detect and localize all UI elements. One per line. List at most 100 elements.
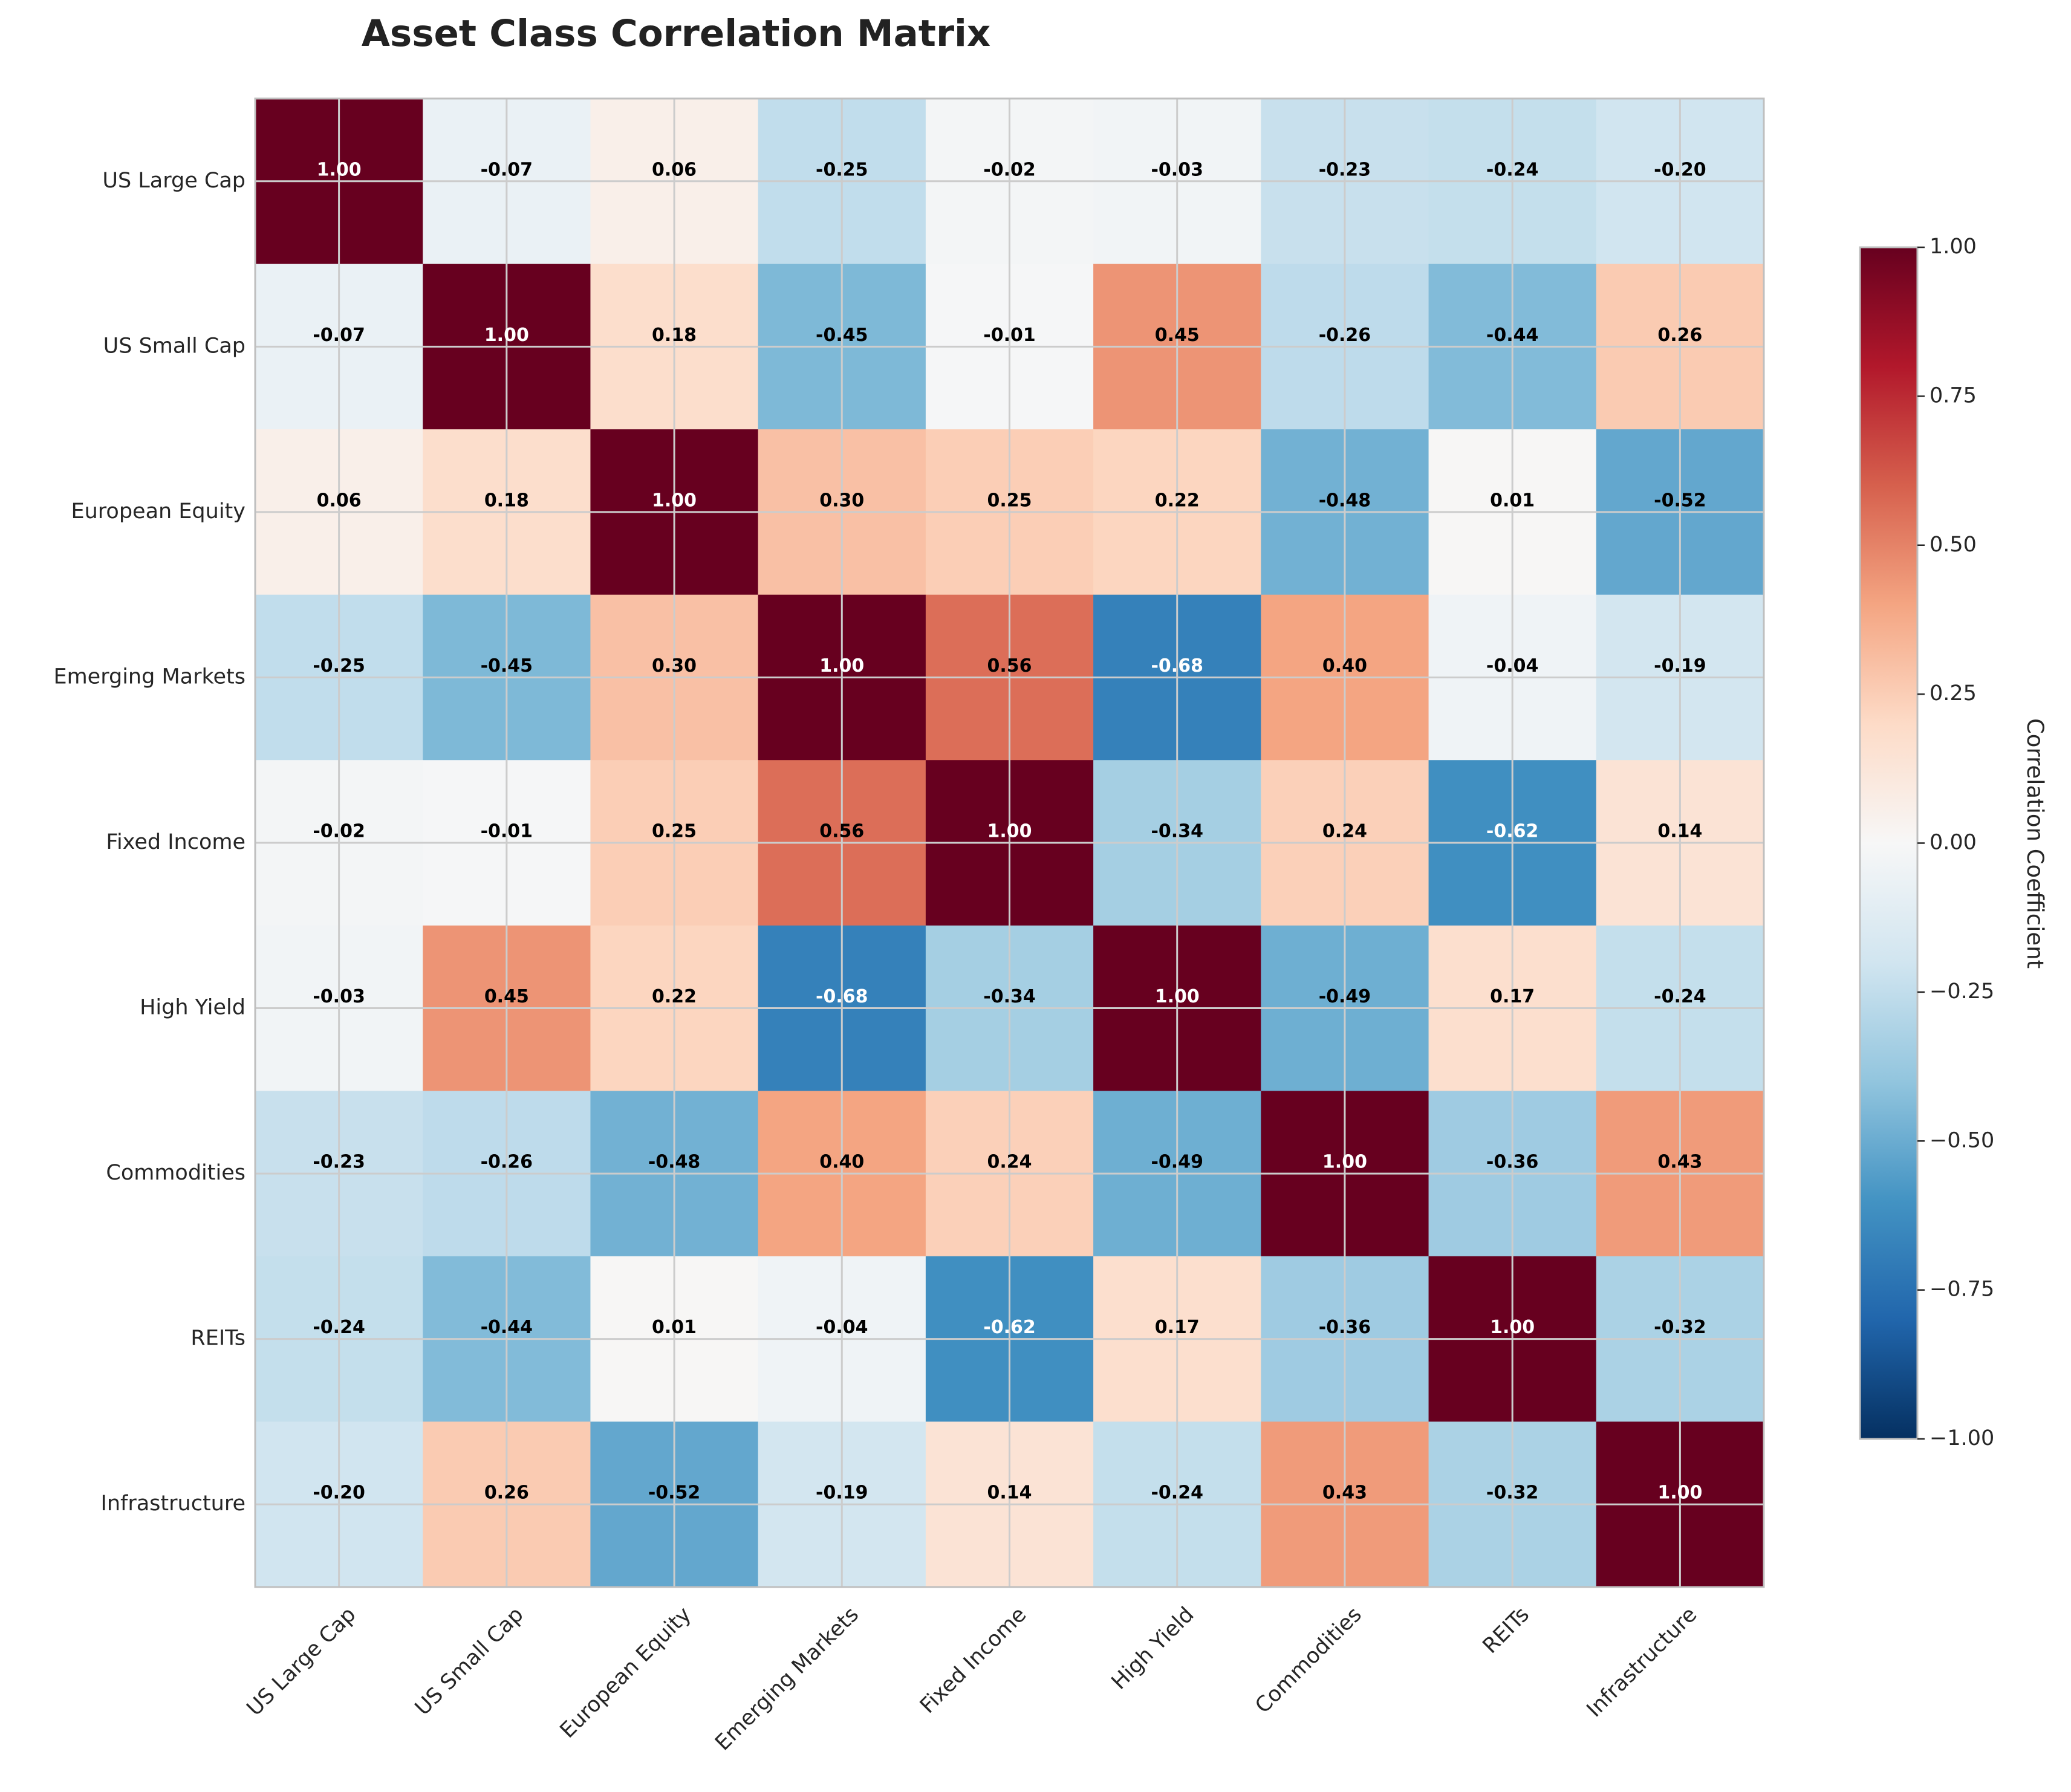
x-tick-reits: REITs xyxy=(1478,1603,1534,1658)
cell-value-high-yield-fixed-income: -0.34 xyxy=(983,986,1035,1007)
cell-value-high-yield-infrastructure: -0.24 xyxy=(1654,986,1706,1007)
cell-value-fixed-income-infrastructure: 0.14 xyxy=(1657,821,1702,842)
cell-value-us-large-cap-fixed-income: -0.02 xyxy=(983,159,1035,180)
cell-value-reits-us-large-cap: -0.24 xyxy=(313,1317,365,1338)
cell-value-reits-high-yield: 0.17 xyxy=(1155,1317,1200,1338)
cell-value-commodities-high-yield: -0.49 xyxy=(1151,1152,1203,1173)
cell-value-european-equity-us-large-cap: 0.06 xyxy=(317,490,362,511)
cell-value-commodities-commodities: 1.00 xyxy=(1322,1152,1367,1173)
cell-value-us-large-cap-us-large-cap: 1.00 xyxy=(317,159,362,180)
gridlines xyxy=(255,99,1764,1587)
cell-value-fixed-income-high-yield: -0.34 xyxy=(1151,821,1203,842)
x-tick-european-equity: European Equity xyxy=(556,1603,696,1743)
x-axis-tick-labels: US Large Cap US Small Cap European Equity E… xyxy=(242,1603,1702,1756)
cell-value-us-small-cap-us-small-cap: 1.00 xyxy=(484,325,529,346)
cell-value-infrastructure-us-large-cap: -0.20 xyxy=(313,1482,365,1504)
plot-frame xyxy=(254,97,1765,1588)
cell-value-us-large-cap-commodities: -0.23 xyxy=(1319,159,1371,180)
cell-value-high-yield-european-equity: 0.22 xyxy=(652,986,697,1007)
colorbar-tick-label: 0.75 xyxy=(1930,383,1977,407)
cell-value-commodities-us-large-cap: -0.23 xyxy=(313,1152,365,1173)
cell-value-us-small-cap-fixed-income: -0.01 xyxy=(983,325,1035,346)
colorbar-tick-label: 0.50 xyxy=(1930,533,1977,557)
cell-value-emerging-markets-commodities: 0.40 xyxy=(1322,655,1367,677)
cell-value-reits-infrastructure: -0.32 xyxy=(1654,1317,1706,1338)
cell-value-commodities-infrastructure: 0.43 xyxy=(1657,1152,1702,1173)
x-tick-high-yield: High Yield xyxy=(1107,1603,1199,1695)
cell-value-us-small-cap-commodities: -0.26 xyxy=(1319,325,1371,346)
cell-value-fixed-income-us-small-cap: -0.01 xyxy=(481,821,533,842)
cell-value-reits-commodities: -0.36 xyxy=(1319,1317,1371,1338)
cell-value-reits-fixed-income: -0.62 xyxy=(983,1317,1035,1338)
cell-value-high-yield-us-large-cap: -0.03 xyxy=(313,986,365,1007)
cell-value-reits-european-equity: 0.01 xyxy=(652,1317,697,1338)
colorbar-tick-label: −0.75 xyxy=(1930,1277,1994,1302)
cell-value-emerging-markets-european-equity: 0.30 xyxy=(652,655,697,677)
cell-value-european-equity-reits: 0.01 xyxy=(1490,490,1535,511)
cell-value-reits-reits: 1.00 xyxy=(1490,1317,1535,1338)
cell-value-european-equity-fixed-income: 0.25 xyxy=(987,490,1032,511)
cell-value-commodities-us-small-cap: -0.26 xyxy=(481,1152,533,1173)
cell-value-european-equity-high-yield: 0.22 xyxy=(1155,490,1200,511)
cell-value-us-small-cap-high-yield: 0.45 xyxy=(1155,325,1200,346)
cell-value-fixed-income-us-large-cap: -0.02 xyxy=(313,821,365,842)
cell-value-commodities-emerging-markets: 0.40 xyxy=(819,1152,864,1173)
cell-value-fixed-income-fixed-income: 1.00 xyxy=(987,821,1032,842)
cell-value-commodities-reits: -0.36 xyxy=(1486,1152,1538,1173)
cell-value-emerging-markets-fixed-income: 0.56 xyxy=(987,655,1032,677)
colorbar-tick-label: 0.00 xyxy=(1930,831,1977,855)
y-tick-commodities: Commodities xyxy=(106,1161,245,1185)
cell-value-us-small-cap-reits: -0.44 xyxy=(1486,325,1538,346)
y-tick-fixed-income: Fixed Income xyxy=(106,830,245,854)
cell-value-us-large-cap-infrastructure: -0.20 xyxy=(1654,159,1706,180)
cell-value-high-yield-reits: 0.17 xyxy=(1490,986,1535,1007)
cell-value-infrastructure-commodities: 0.43 xyxy=(1322,1482,1367,1504)
cell-value-high-yield-us-small-cap: 0.45 xyxy=(484,986,529,1007)
cell-value-fixed-income-emerging-markets: 0.56 xyxy=(819,821,864,842)
cell-value-infrastructure-infrastructure: 1.00 xyxy=(1657,1482,1702,1504)
colorbar-tick-label: −1.00 xyxy=(1930,1426,1994,1450)
cell-value-infrastructure-european-equity: -0.52 xyxy=(648,1482,700,1504)
x-tick-us-small-cap: US Small Cap xyxy=(411,1603,528,1721)
cell-value-emerging-markets-infrastructure: -0.19 xyxy=(1654,655,1706,677)
cell-value-us-small-cap-us-large-cap: -0.07 xyxy=(313,325,365,346)
cell-value-high-yield-commodities: -0.49 xyxy=(1319,986,1371,1007)
cell-value-emerging-markets-us-large-cap: -0.25 xyxy=(313,655,365,677)
cell-value-infrastructure-emerging-markets: -0.19 xyxy=(816,1482,868,1504)
cell-value-infrastructure-fixed-income: 0.14 xyxy=(987,1482,1032,1504)
cell-value-commodities-fixed-income: 0.24 xyxy=(987,1152,1032,1173)
colorbar-ticks: 1.00 0.75 0.50 0.25 0.00 −0.25 −0.50 −0.75 −1.00 xyxy=(1917,235,1994,1450)
y-tick-reits: REITs xyxy=(190,1326,245,1351)
cell-value-fixed-income-commodities: 0.24 xyxy=(1322,821,1367,842)
cell-value-european-equity-us-small-cap: 0.18 xyxy=(484,490,529,511)
x-tick-emerging-markets: Emerging Markets xyxy=(710,1603,863,1756)
cell-value-high-yield-high-yield: 1.00 xyxy=(1155,986,1200,1007)
cell-value-emerging-markets-reits: -0.04 xyxy=(1486,655,1538,677)
cell-value-fixed-income-european-equity: 0.25 xyxy=(652,821,697,842)
y-tick-us-large-cap: US Large Cap xyxy=(102,169,245,193)
chart-title: Asset Class Correlation Matrix xyxy=(362,12,991,55)
cell-value-high-yield-emerging-markets: -0.68 xyxy=(816,986,868,1007)
cell-value-us-large-cap-us-small-cap: -0.07 xyxy=(481,159,533,180)
colorbar: 1.00 0.75 0.50 0.25 0.00 −0.25 −0.50 −0.75 −1.00… xyxy=(1859,235,2048,1450)
x-tick-us-large-cap: US Large Cap xyxy=(242,1603,361,1721)
cell-value-european-equity-emerging-markets: 0.30 xyxy=(819,490,864,511)
x-tick-commodities: Commodities xyxy=(1250,1603,1366,1718)
cell-value-labels: 1.00 -0.07 0.06 -0.25 -0.02 -0.03 -0.23 -0.24 -0… xyxy=(313,159,1706,1503)
cell-value-commodities-european-equity: -0.48 xyxy=(648,1152,700,1173)
colorbar-tick-label: 0.25 xyxy=(1930,681,1977,706)
cell-value-fixed-income-reits: -0.62 xyxy=(1486,821,1538,842)
cell-value-us-large-cap-emerging-markets: -0.25 xyxy=(816,159,868,180)
cell-value-emerging-markets-emerging-markets: 1.00 xyxy=(819,655,864,677)
cell-value-us-small-cap-emerging-markets: -0.45 xyxy=(816,325,868,346)
x-tick-infrastructure: Infrastructure xyxy=(1582,1603,1702,1722)
x-tick-fixed-income: Fixed Income xyxy=(915,1603,1031,1718)
cell-value-us-large-cap-reits: -0.24 xyxy=(1486,159,1538,180)
colorbar-tick-label: 1.00 xyxy=(1930,235,1977,259)
cell-value-us-large-cap-high-yield: -0.03 xyxy=(1151,159,1203,180)
cell-value-emerging-markets-us-small-cap: -0.45 xyxy=(481,655,533,677)
cell-value-us-small-cap-european-equity: 0.18 xyxy=(652,325,697,346)
cell-value-european-equity-infrastructure: -0.52 xyxy=(1654,490,1706,511)
y-tick-us-small-cap: US Small Cap xyxy=(103,334,245,358)
